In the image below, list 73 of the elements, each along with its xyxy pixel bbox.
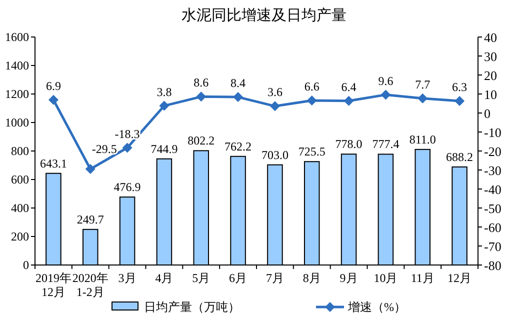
y2-tick-label: -20	[484, 144, 502, 159]
x-tick-label: 10月	[374, 271, 398, 285]
data-label: 688.2	[446, 150, 474, 164]
data-label: 762.2	[224, 139, 252, 154]
point	[48, 94, 58, 105]
point	[344, 96, 354, 106]
y2-tick-label: -80	[484, 258, 502, 273]
point	[233, 92, 244, 102]
x-tick-label: 8月	[302, 271, 321, 285]
x-tick-label: 6月	[229, 271, 248, 285]
point	[380, 90, 391, 100]
point	[85, 164, 96, 174]
x-tick-label: 3月	[118, 271, 136, 285]
point	[454, 96, 465, 106]
data-label: -18.3	[114, 126, 140, 141]
y-tick-label: 200	[11, 230, 29, 244]
x-tick-label: 5月	[192, 271, 210, 285]
data-label: 744.9	[150, 142, 178, 156]
x-tick-label: 7月	[266, 271, 284, 285]
y2-tick-label: 30	[484, 49, 497, 64]
point	[270, 101, 280, 112]
y2-tick-label: 40	[484, 30, 497, 45]
y-tick-label: 0	[23, 258, 29, 272]
y2-tick-label: 0	[484, 106, 490, 121]
y-tick-label: 1200	[5, 87, 29, 101]
data-label: 3.8	[156, 84, 172, 99]
point	[418, 93, 428, 104]
legend-label: 增速（%）	[347, 300, 406, 314]
y-tick-label: 1400	[5, 58, 29, 72]
y-tick-label: 1000	[5, 116, 29, 130]
y-tick-label: 800	[11, 144, 29, 158]
x-tick-label: 2020年 1-2月	[72, 271, 108, 299]
data-label: 8.6	[194, 76, 209, 90]
x-tick-label: 12月	[448, 271, 472, 285]
y2-tick-label: -60	[484, 220, 502, 235]
y2-tick-label: 10	[484, 87, 497, 102]
data-label: 802.2	[188, 134, 215, 148]
data-label: 9.6	[378, 74, 394, 88]
data-label: 777.4	[372, 137, 400, 152]
data-label: 476.9	[114, 180, 141, 194]
y-tick-label: 400	[11, 201, 29, 215]
data-label: 6.3	[452, 80, 468, 94]
point	[122, 142, 132, 153]
data-label: 703.0	[261, 148, 288, 162]
x-tick-label: 9月	[340, 271, 358, 285]
point	[196, 92, 206, 102]
legend-label: 日均产量（万吨）	[144, 300, 240, 314]
y2-tick-label: -70	[484, 239, 502, 254]
y2-tick-label: 20	[484, 68, 497, 83]
y2-tick-label: -10	[484, 125, 502, 140]
data-label: 249.7	[76, 212, 104, 226]
y-tick-label: 600	[11, 172, 29, 186]
data-label: 7.7	[415, 77, 430, 92]
data-label: 778.0	[335, 137, 362, 152]
y2-tick-label: -50	[484, 201, 502, 216]
data-label: 3.6	[267, 85, 282, 100]
x-tick-label: 11月	[410, 271, 434, 285]
data-label: 8.4	[230, 76, 246, 90]
y-tick-label: 1600	[5, 30, 29, 44]
point	[159, 100, 170, 111]
y2-tick-label: -40	[484, 182, 502, 197]
point	[306, 95, 317, 106]
y2-tick-label: -30	[484, 163, 502, 178]
data-label: -29.5	[92, 142, 117, 156]
chart-title: 水泥同比增速及日均产量	[182, 7, 346, 24]
data-label: 643.1	[40, 156, 67, 170]
data-label: 811.0	[409, 132, 436, 146]
x-tick-label: 4月	[155, 271, 174, 285]
data-label: 6.4	[341, 80, 356, 94]
data-label: 6.6	[304, 79, 320, 94]
data-label: 6.9	[46, 78, 61, 93]
x-tick-label: 2019年 12月	[35, 271, 72, 299]
data-label: 725.5	[298, 144, 326, 159]
